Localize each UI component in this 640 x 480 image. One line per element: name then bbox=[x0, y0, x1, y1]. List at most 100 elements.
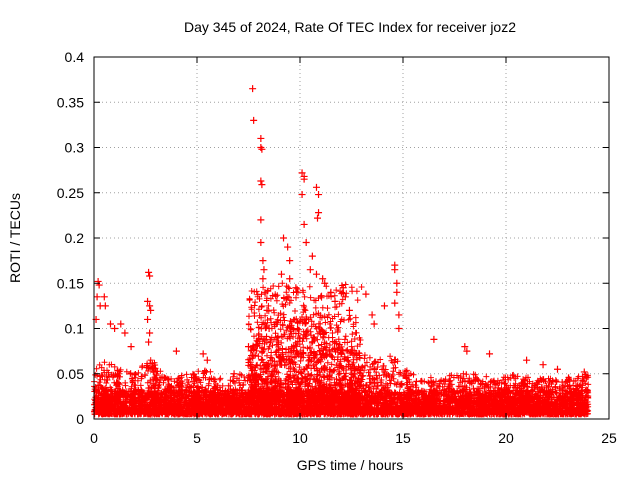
axis-ticks: 0 0.05 0.1 0.15 0.2 0.25 0.3 0.35 0.4 0 5 10 15 20 25 bbox=[57, 49, 617, 446]
y-tick-label: 0 bbox=[76, 411, 84, 427]
roti-point bbox=[461, 343, 469, 351]
roti-point bbox=[286, 275, 294, 283]
roti-point bbox=[463, 347, 471, 355]
roti-point bbox=[147, 306, 155, 314]
roti-point bbox=[146, 329, 154, 337]
roti-point bbox=[368, 311, 376, 319]
roti-point bbox=[294, 288, 302, 296]
roti-point bbox=[199, 350, 207, 358]
roti-point bbox=[144, 315, 152, 323]
roti-point bbox=[257, 177, 265, 185]
roti-point bbox=[146, 272, 154, 280]
roti-point bbox=[300, 220, 308, 228]
roti-point bbox=[259, 275, 267, 283]
x-axis-label: GPS time / hours bbox=[297, 457, 404, 473]
roti-point bbox=[144, 297, 152, 305]
roti-point bbox=[298, 191, 306, 199]
roti-point bbox=[117, 320, 125, 328]
roti-point bbox=[315, 209, 323, 217]
roti-point bbox=[345, 306, 353, 314]
y-tick-label: 0.25 bbox=[57, 185, 84, 201]
y-axis-label: ROTI / TECUs bbox=[7, 193, 23, 283]
x-tick-label: 5 bbox=[193, 430, 201, 446]
roti-point bbox=[106, 320, 114, 328]
roti-point bbox=[121, 329, 129, 337]
y-tick-label: 0.4 bbox=[65, 49, 85, 65]
roti-point bbox=[523, 356, 531, 364]
roti-point bbox=[292, 284, 300, 292]
roti-point bbox=[300, 175, 308, 183]
roti-point bbox=[486, 350, 494, 358]
roti-point bbox=[145, 338, 153, 346]
roti-point bbox=[308, 252, 316, 260]
roti-point bbox=[277, 270, 285, 278]
roti-point bbox=[245, 343, 252, 351]
chart-title: Day 345 of 2024, Rate Of TEC Index for r… bbox=[184, 19, 516, 35]
roti-point bbox=[265, 325, 273, 332]
roti-point bbox=[314, 214, 322, 222]
grid-lines bbox=[94, 57, 609, 419]
roti-point bbox=[554, 365, 561, 373]
roti-point bbox=[298, 169, 306, 177]
roti-point bbox=[393, 279, 401, 287]
roti-point bbox=[257, 216, 265, 224]
roti-point bbox=[393, 288, 401, 296]
x-tick-label: 20 bbox=[498, 430, 514, 446]
roti-point bbox=[146, 302, 154, 310]
roti-point bbox=[341, 293, 349, 301]
roti-point bbox=[257, 239, 265, 247]
roti-point bbox=[339, 284, 347, 292]
y-tick-label: 0.1 bbox=[65, 321, 85, 337]
x-tick-label: 10 bbox=[292, 430, 308, 446]
roti-point-cloud bbox=[91, 280, 592, 418]
roti-point bbox=[258, 145, 266, 153]
roti-point bbox=[306, 266, 314, 274]
roti-point bbox=[100, 293, 108, 301]
data-points bbox=[91, 85, 592, 418]
y-tick-label: 0.2 bbox=[65, 230, 85, 246]
roti-point bbox=[362, 290, 370, 298]
y-tick-label: 0.35 bbox=[57, 94, 84, 110]
roti-point bbox=[284, 243, 292, 251]
roti-point bbox=[380, 302, 388, 310]
roti-point bbox=[286, 257, 294, 265]
x-tick-label: 15 bbox=[395, 430, 411, 446]
roti-point bbox=[319, 275, 327, 283]
roti-point bbox=[430, 335, 438, 343]
roti-point bbox=[94, 277, 102, 285]
roti-point bbox=[93, 293, 101, 301]
roti-point bbox=[172, 347, 180, 355]
roti-point bbox=[95, 281, 103, 289]
roti-point bbox=[250, 116, 258, 124]
roti-point bbox=[315, 191, 323, 199]
x-tick-label: 25 bbox=[601, 430, 617, 446]
y-tick-label: 0.3 bbox=[65, 140, 85, 156]
roti-point bbox=[580, 368, 588, 376]
roti-point bbox=[249, 85, 257, 93]
roti-point bbox=[111, 325, 119, 332]
roti-point bbox=[259, 257, 267, 265]
roti-point bbox=[230, 370, 238, 378]
roti-point bbox=[395, 311, 403, 319]
roti-point bbox=[302, 239, 310, 247]
y-tick-label: 0.15 bbox=[57, 275, 84, 291]
roti-point bbox=[258, 181, 266, 189]
roti-point bbox=[321, 279, 329, 287]
roti-point bbox=[127, 343, 135, 351]
roti-point bbox=[391, 266, 399, 274]
roti-point bbox=[101, 302, 109, 310]
roti-point bbox=[261, 288, 269, 296]
roti-point bbox=[203, 356, 211, 364]
roti-point bbox=[260, 266, 268, 274]
roti-point bbox=[280, 234, 288, 242]
roti-point bbox=[395, 325, 403, 332]
x-tick-label: 0 bbox=[90, 430, 98, 446]
roti-point bbox=[327, 288, 335, 296]
roti-point bbox=[370, 320, 378, 328]
roti-point bbox=[391, 299, 399, 307]
roti-point bbox=[145, 268, 153, 276]
roti-point bbox=[539, 361, 547, 369]
roti-point bbox=[312, 270, 320, 278]
roti-point bbox=[263, 306, 271, 314]
